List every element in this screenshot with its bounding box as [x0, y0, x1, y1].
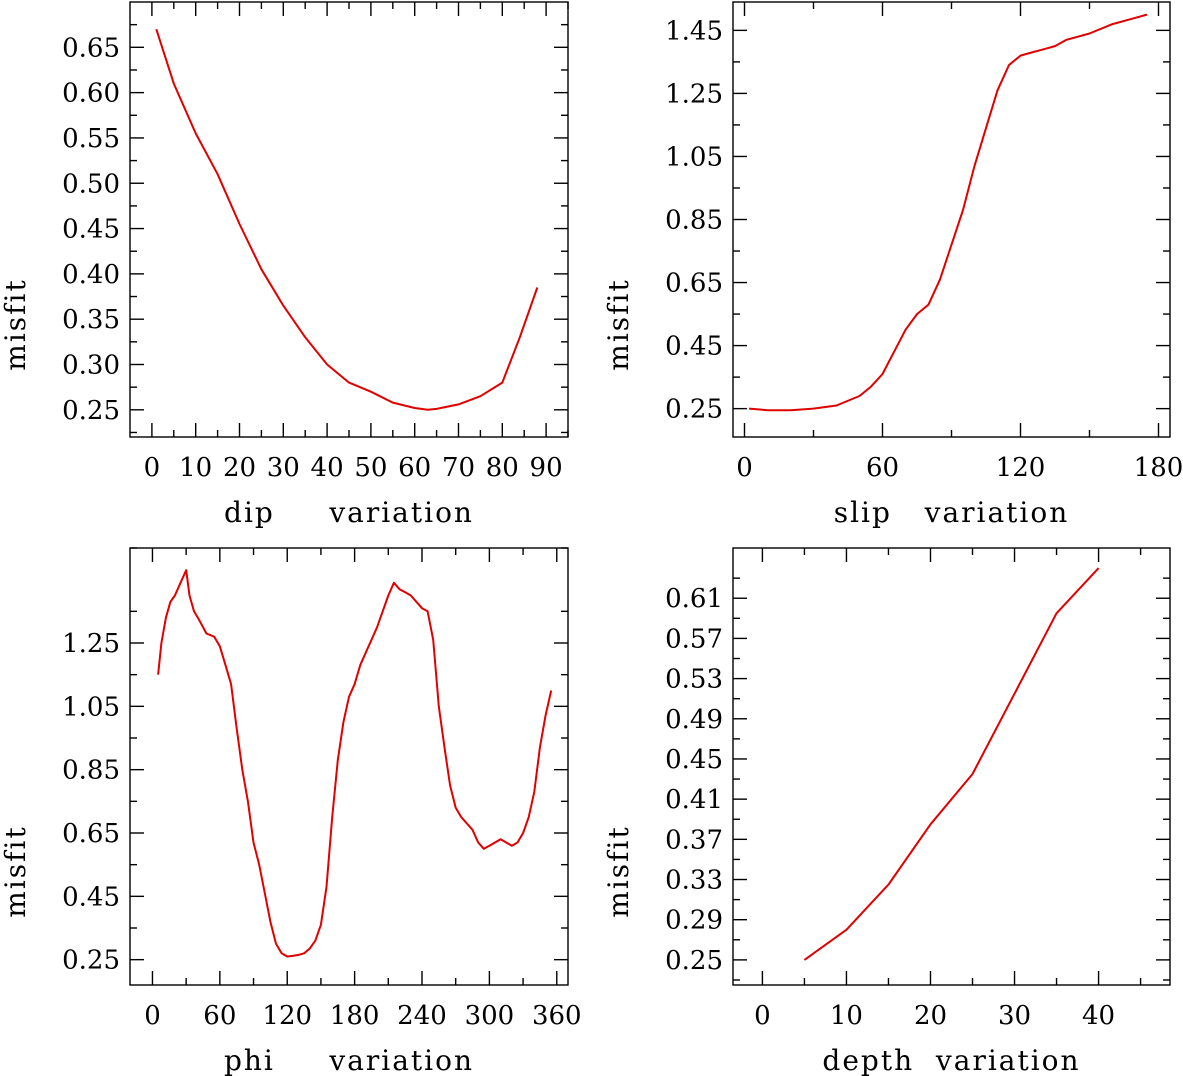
phi-xtick-label: 120 — [262, 1001, 312, 1031]
slip-ytick-label: 0.25 — [665, 395, 723, 425]
slip-plot-frame — [732, 1, 1171, 438]
dip-xtick-label: 80 — [486, 453, 519, 483]
slip-xtick-label: 60 — [866, 453, 899, 483]
dip-xtick-label: 20 — [223, 453, 256, 483]
phi-xtick-label: 360 — [532, 1001, 582, 1031]
slip-x-axis-label: slip variation — [834, 496, 1070, 529]
dip-xtick-label: 30 — [267, 453, 300, 483]
dip-ytick-label: 0.30 — [62, 351, 120, 381]
depth-xtick-label: 10 — [830, 1001, 863, 1031]
phi-xtick-label: 300 — [465, 1001, 515, 1031]
phi-xtick-label: 60 — [203, 1001, 236, 1031]
dip-xtick-label: 10 — [179, 453, 212, 483]
phi-ytick-label: 1.25 — [62, 629, 120, 659]
phi-plot-frame — [129, 547, 569, 986]
dip-xtick-label: 50 — [354, 453, 387, 483]
dip-plot-frame — [129, 1, 569, 438]
depth-ytick-label: 0.37 — [665, 825, 723, 855]
slip-xtick-label: 180 — [1134, 453, 1183, 483]
depth-plot-frame — [732, 547, 1171, 986]
dip-misfit-line — [155, 28, 539, 411]
slip-ytick-label: 1.25 — [665, 79, 723, 109]
panel-dip: 0.25 0.30 0.35 0.40 0.45 0.50 0.55 0.60 0.65 0 10 2… — [0, 1, 569, 529]
dip-ytick-label: 0.65 — [62, 33, 120, 63]
dip-xtick-label: 0 — [144, 453, 161, 483]
depth-misfit-line — [803, 567, 1100, 961]
depth-ytick-label: 0.25 — [665, 946, 723, 976]
dip-xtick-label: 90 — [530, 453, 563, 483]
depth-xtick-label: 40 — [1082, 1001, 1115, 1031]
depth-xtick-label: 20 — [914, 1001, 947, 1031]
depth-ytick-label: 0.49 — [665, 705, 723, 735]
phi-ytick-label: 1.05 — [62, 692, 120, 722]
depth-ytick-label: 0.57 — [665, 624, 723, 654]
depth-ytick-label: 0.41 — [665, 785, 723, 815]
phi-xtick-label: 0 — [144, 1001, 161, 1031]
depth-y-axis-label: misfit — [602, 825, 635, 917]
phi-ytick-label: 0.25 — [62, 946, 120, 976]
phi-xtick-label: 180 — [330, 1001, 380, 1031]
depth-xtick-label: 30 — [998, 1001, 1031, 1031]
dip-xtick-label: 40 — [311, 453, 344, 483]
panel-slip: 0.25 0.45 0.65 0.85 1.05 1.25 1.45 0 60 120 180 sli… — [602, 1, 1183, 529]
dip-ytick-label: 0.35 — [62, 305, 120, 335]
slip-ytick-label: 1.45 — [665, 16, 723, 46]
depth-ytick-label: 0.29 — [665, 906, 723, 936]
dip-ytick-label: 0.50 — [62, 169, 120, 199]
dip-ytick-label: 0.25 — [62, 396, 120, 426]
phi-xtick-label: 240 — [397, 1001, 447, 1031]
slip-xtick-label: 0 — [736, 453, 753, 483]
phi-misfit-line — [157, 569, 553, 958]
dip-ytick-label: 0.45 — [62, 215, 120, 245]
slip-ytick-label: 0.45 — [665, 332, 723, 362]
panel-phi: 0.25 0.45 0.65 0.85 1.05 1.25 0 60 120 180 240 300 3… — [0, 547, 582, 1076]
phi-ytick-label: 0.65 — [62, 819, 120, 849]
slip-ytick-label: 0.85 — [665, 206, 723, 236]
depth-ytick-label: 0.61 — [665, 584, 723, 614]
slip-xtick-label: 120 — [996, 453, 1046, 483]
dip-xtick-label: 60 — [398, 453, 431, 483]
depth-ytick-label: 0.33 — [665, 866, 723, 896]
slip-ytick-label: 0.65 — [665, 269, 723, 299]
slip-ytick-label: 1.05 — [665, 142, 723, 172]
phi-x-axis-label: phi variation — [224, 1044, 474, 1076]
depth-xtick-label: 0 — [754, 1001, 771, 1031]
depth-x-axis-label: depth variation — [822, 1044, 1080, 1076]
dip-ytick-label: 0.60 — [62, 79, 120, 109]
dip-ytick-label: 0.40 — [62, 260, 120, 290]
phi-ytick-label: 0.45 — [62, 882, 120, 912]
dip-xtick-label: 70 — [442, 453, 475, 483]
panel-depth: 0.25 0.29 0.33 0.37 0.41 0.45 0.49 0.53 0.57 0.61… — [602, 547, 1171, 1076]
dip-x-axis-label: dip variation — [224, 496, 474, 529]
depth-ytick-label: 0.45 — [665, 745, 723, 775]
slip-misfit-line — [749, 13, 1148, 412]
dip-y-axis-label: misfit — [0, 278, 32, 370]
slip-y-axis-label: misfit — [602, 278, 635, 370]
depth-ytick-label: 0.53 — [665, 665, 723, 695]
phi-ytick-label: 0.85 — [62, 756, 120, 786]
dip-ytick-label: 0.55 — [62, 124, 120, 154]
phi-y-axis-label: misfit — [0, 825, 32, 917]
